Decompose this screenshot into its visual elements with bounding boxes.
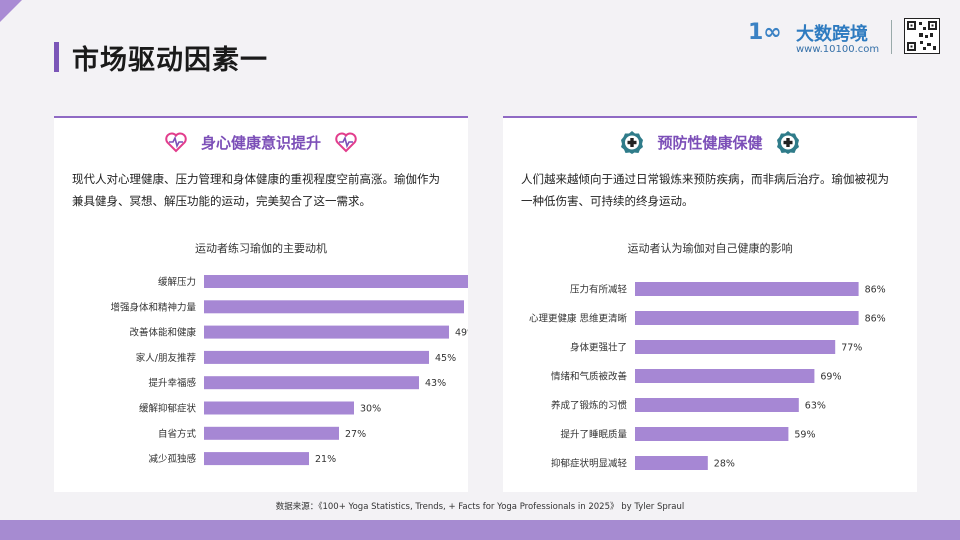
data-source-note: 数据来源：《100+ Yoga Statistics, Trends, + Fa… xyxy=(275,502,685,512)
category-label: 增强身体和精神力量 xyxy=(110,301,196,313)
bar xyxy=(635,427,789,441)
logo-mark-icon: 1∞ xyxy=(748,20,782,45)
bar xyxy=(204,401,354,415)
value-label: 30% xyxy=(360,404,381,415)
left-chart-title: 运动者练习瑜伽的主要动机 xyxy=(195,242,327,255)
category-label: 减少孤独感 xyxy=(148,453,196,465)
bar xyxy=(204,350,429,364)
qr-code-icon xyxy=(904,18,940,54)
bar xyxy=(635,340,836,354)
bar xyxy=(204,275,468,288)
value-label: 59% xyxy=(794,430,815,441)
value-label: 86% xyxy=(865,314,886,325)
value-label: 77% xyxy=(841,343,862,354)
bar xyxy=(204,300,464,314)
value-label: 69% xyxy=(820,372,841,383)
bar xyxy=(204,452,309,466)
category-label: 自省方式 xyxy=(158,428,197,440)
logo-url: www.10100.com xyxy=(796,44,880,55)
category-label: 情绪和气质被改善 xyxy=(551,371,628,383)
right-panel-description: 人们越来越倾向于通过日常锻炼来预防疾病，而非病后治疗。瑜伽被视为一种低伤害、可持… xyxy=(521,172,889,208)
left-panel-description: 现代人对心理健康、压力管理和身体健康的重视程度空前高涨。瑜伽作为兼具健身、冥想、… xyxy=(72,172,440,208)
value-label: 27% xyxy=(345,429,366,440)
value-label: 21% xyxy=(315,454,336,465)
panel-top-line xyxy=(54,116,468,118)
panel-top-line xyxy=(503,116,917,118)
value-label: 49% xyxy=(455,328,468,339)
bar xyxy=(635,456,708,470)
left-panel-heading: 身心健康意识提升 xyxy=(54,130,468,158)
bar xyxy=(635,282,859,296)
bar xyxy=(204,325,449,339)
category-label: 提升幸福感 xyxy=(148,377,196,389)
medical-plus-icon xyxy=(620,130,644,154)
category-label: 家人/朋友推荐 xyxy=(136,352,197,364)
category-label: 养成了锻炼的习惯 xyxy=(551,400,628,412)
category-label: 缓解压力 xyxy=(158,276,196,288)
title-accent-bar xyxy=(54,42,59,72)
medical-plus-icon xyxy=(776,130,800,154)
bottom-bar xyxy=(0,520,960,540)
right-bar-chart: 压力有所减轻 86% 心理更健康 思维更清晰 86% 身体更强壮了 77% 情绪和气质被改善… xyxy=(529,282,886,470)
right-panel: 预防性健康保健 人们越来越倾向于通过日常锻炼来预防疾病，而非病后治疗。瑜伽被视为… xyxy=(503,116,917,492)
bar xyxy=(204,376,419,390)
left-panel-title: 身心健康意识提升 xyxy=(200,133,321,152)
page-title: 市场驱动因素一 xyxy=(72,45,268,76)
bar xyxy=(635,369,815,383)
left-panel: 身心健康意识提升 现代人对心理健康、压力管理和身体健康的重视程度空前高涨。瑜伽作… xyxy=(54,116,468,492)
heart-pulse-icon xyxy=(164,130,188,154)
bar xyxy=(635,398,799,412)
category-label: 提升了睡眠质量 xyxy=(560,429,627,441)
bar xyxy=(204,426,339,440)
left-bar-chart: 缓解压力54%增强身体和精神力量52%改善体能和健康49%家人/朋友推荐45%提… xyxy=(110,275,468,466)
logo: 1∞ 大数跨境 www.10100.com xyxy=(748,20,898,60)
value-label: 45% xyxy=(435,353,456,364)
value-label: 86% xyxy=(865,285,886,296)
logo-name: 大数跨境 xyxy=(796,24,868,45)
corner-decoration xyxy=(0,0,22,22)
category-label: 缓解抑郁症状 xyxy=(139,403,197,415)
category-label: 改善体能和健康 xyxy=(129,327,196,339)
category-label: 压力有所减轻 xyxy=(570,284,628,296)
heart-pulse-icon xyxy=(334,130,358,154)
value-label: 28% xyxy=(714,459,735,470)
value-label: 43% xyxy=(425,378,446,389)
value-label: 63% xyxy=(805,401,826,412)
right-panel-title: 预防性健康保健 xyxy=(657,133,763,152)
category-label: 心理更健康 思维更清晰 xyxy=(529,313,628,325)
bar xyxy=(635,311,859,325)
logo-divider xyxy=(891,20,892,54)
right-panel-heading: 预防性健康保健 xyxy=(503,130,917,158)
right-chart-title: 运动者认为瑜伽对自己健康的影响 xyxy=(627,242,793,255)
category-label: 抑郁症状明显减轻 xyxy=(551,458,628,470)
category-label: 身体更强壮了 xyxy=(570,342,627,354)
